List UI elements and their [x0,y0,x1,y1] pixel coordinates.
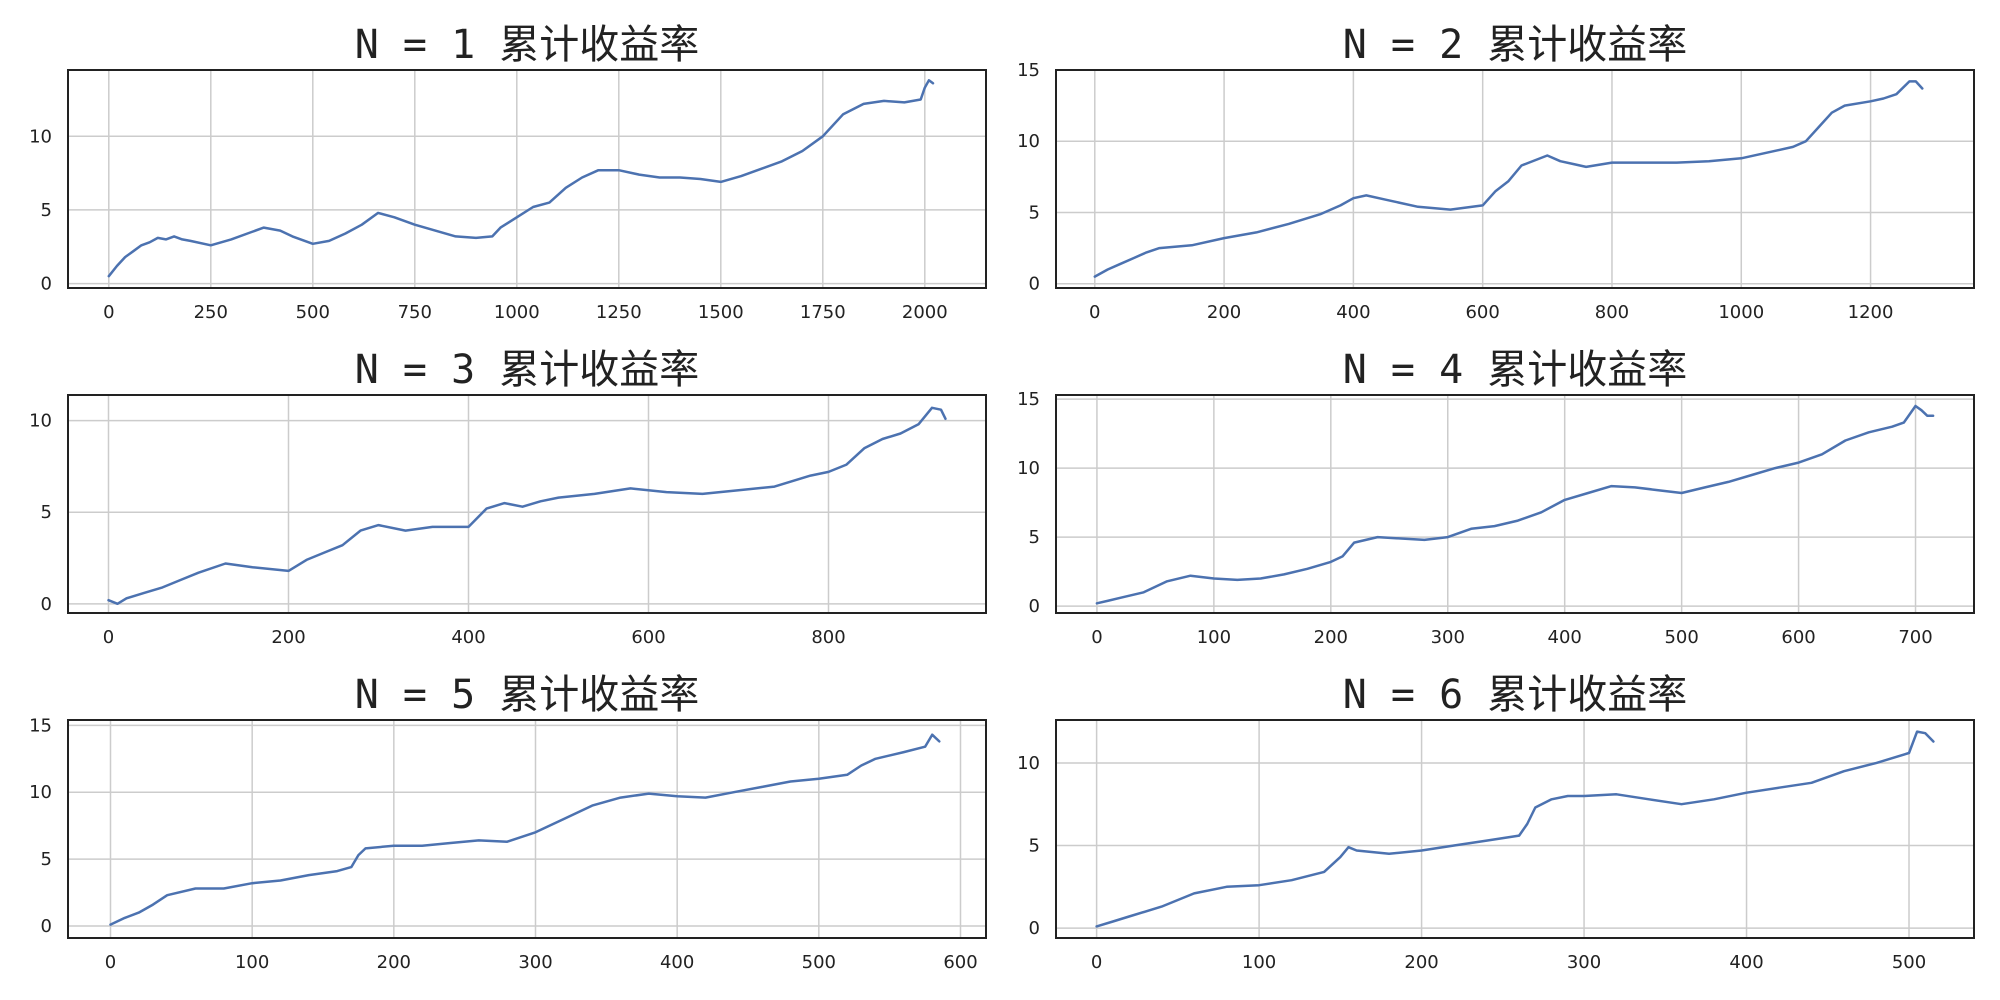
x-tick-label-3-0: 0 [103,627,114,648]
y-tick-label-3-1: 5 [41,502,52,523]
y-tick-label-4-2: 10 [1017,458,1040,479]
x-tick-label-1-7: 1750 [800,302,846,323]
y-tick-label-4-1: 5 [1029,527,1040,548]
y-tick-label-2-0: 0 [1029,274,1040,295]
y-tick-label-1-2: 10 [29,126,52,147]
x-tick-label-5-1: 100 [235,952,269,973]
chart-title-1: N = 1 累计收益率 [355,22,700,68]
series-line-6-0 [1095,730,1935,928]
x-tick-label-6-4: 400 [1729,952,1763,973]
chart-title-4: N = 4 累计收益率 [1343,347,1688,393]
plot-frame-1 [67,69,987,289]
y-tick-label-2-2: 10 [1017,131,1040,152]
y-tick-label-6-2: 10 [1017,753,1040,774]
x-tick-label-2-3: 600 [1465,302,1499,323]
x-tick-label-2-0: 0 [1089,302,1100,323]
y-tick-label-3-0: 0 [41,594,52,615]
plot-frame-2 [1055,69,1975,289]
x-tick-label-2-1: 200 [1207,302,1241,323]
x-tick-label-2-2: 400 [1336,302,1370,323]
x-tick-label-5-0: 0 [105,952,116,973]
x-tick-label-5-6: 600 [943,952,977,973]
x-tick-label-3-1: 200 [271,627,305,648]
x-tick-label-3-3: 600 [631,627,665,648]
x-tick-label-4-1: 100 [1197,627,1231,648]
chart-panel-3: N = 3 累计收益率 0 200 400 600 800 0 5 10 [29,347,987,648]
y-tick-label-5-0: 0 [41,916,52,937]
series-line-2-0 [1093,80,1924,278]
y-tick-label-4-0: 0 [1029,596,1040,617]
x-tick-label-1-4: 1000 [494,302,540,323]
x-tick-label-6-3: 300 [1567,952,1601,973]
x-tick-label-2-4: 800 [1595,302,1629,323]
x-tick-label-4-2: 200 [1314,627,1348,648]
y-tick-label-5-1: 5 [41,849,52,870]
x-tick-label-4-6: 600 [1781,627,1815,648]
chart-panel-5: N = 5 累计收益率 0 100 200 300 400 500 600 0 5 10 15 [29,672,987,973]
x-tick-label-1-5: 1250 [596,302,642,323]
y-tick-label-1-0: 0 [41,274,52,295]
plot-frame-5 [67,719,987,939]
x-tick-label-4-7: 700 [1898,627,1932,648]
plot-frame-6 [1055,719,1975,939]
x-tick-label-6-0: 0 [1091,952,1102,973]
y-tick-label-2-3: 15 [1017,60,1040,81]
chart-panel-2: N = 2 累计收益率 0 200 400 600 800 1000 1200 0 5 10 15 [1017,22,1975,323]
y-tick-label-6-0: 0 [1029,918,1040,939]
x-tick-label-1-1: 250 [194,302,228,323]
plot-frame-3 [67,394,987,614]
chart-title-5: N = 5 累计收益率 [355,672,700,718]
y-tick-label-2-1: 5 [1029,202,1040,223]
x-tick-label-4-4: 400 [1548,627,1582,648]
x-tick-label-3-4: 800 [811,627,845,648]
y-tick-label-4-3: 15 [1017,389,1040,410]
x-tick-label-2-6: 1200 [1848,302,1894,323]
x-tick-label-6-2: 200 [1404,952,1438,973]
series-line-1-0 [107,79,935,278]
chart-panel-6: N = 6 累计收益率 0 100 200 300 400 500 0 5 10 [1017,672,1975,973]
x-tick-label-1-0: 0 [103,302,114,323]
y-tick-label-1-1: 5 [41,200,52,221]
chart-title-6: N = 6 累计收益率 [1343,672,1688,718]
x-tick-label-2-5: 1000 [1718,302,1764,323]
chart-panel-4: N = 4 累计收益率 0 100 200 300 400 500 600 700 0 5 10 15 [1017,347,1975,648]
y-tick-label-5-2: 10 [29,782,52,803]
series-line-4-0 [1095,404,1935,605]
series-line-5-0 [109,733,941,926]
x-tick-label-1-8: 2000 [902,302,948,323]
y-tick-label-5-3: 15 [29,715,52,736]
x-tick-label-1-6: 1500 [698,302,744,323]
x-tick-label-5-5: 500 [802,952,836,973]
plot-frame-4 [1055,394,1975,614]
x-tick-label-4-3: 300 [1431,627,1465,648]
x-tick-label-5-4: 400 [660,952,694,973]
chart-title-3: N = 3 累计收益率 [355,347,700,393]
x-tick-label-5-2: 200 [377,952,411,973]
series-line-3-0 [107,406,947,606]
x-tick-label-1-2: 500 [296,302,330,323]
y-tick-label-6-1: 5 [1029,836,1040,857]
chart-title-2: N = 2 累计收益率 [1343,22,1688,68]
x-tick-label-6-5: 500 [1892,952,1926,973]
x-tick-label-5-3: 300 [518,952,552,973]
chart-panel-1: N = 1 累计收益率 0 250 500 750 1000 1250 1500 1750 200… [29,22,987,323]
x-tick-label-1-3: 750 [398,302,432,323]
x-tick-label-4-5: 500 [1664,627,1698,648]
y-tick-label-3-2: 10 [29,411,52,432]
x-tick-label-4-0: 0 [1091,627,1102,648]
x-tick-label-6-1: 100 [1242,952,1276,973]
x-tick-label-3-2: 400 [451,627,485,648]
